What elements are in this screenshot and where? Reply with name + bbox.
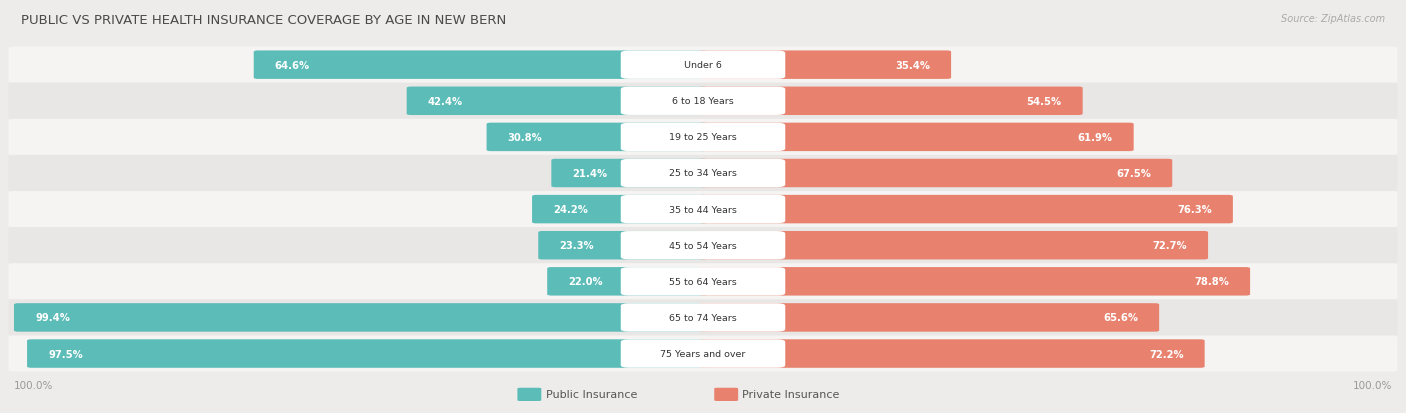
Text: 61.9%: 61.9% [1077,133,1112,142]
Text: 24.2%: 24.2% [553,204,588,215]
FancyBboxPatch shape [406,87,707,116]
Text: 97.5%: 97.5% [48,349,83,358]
FancyBboxPatch shape [621,231,785,260]
Text: 100.0%: 100.0% [1353,380,1392,390]
FancyBboxPatch shape [621,304,785,332]
FancyBboxPatch shape [8,263,1398,300]
FancyBboxPatch shape [699,268,1250,296]
FancyBboxPatch shape [699,195,1233,224]
Text: 65 to 74 Years: 65 to 74 Years [669,313,737,322]
Text: 42.4%: 42.4% [427,97,463,107]
FancyBboxPatch shape [531,195,707,224]
FancyBboxPatch shape [8,336,1398,372]
Text: 64.6%: 64.6% [274,61,309,71]
Text: 45 to 54 Years: 45 to 54 Years [669,241,737,250]
FancyBboxPatch shape [699,87,1083,116]
FancyBboxPatch shape [621,195,785,224]
Text: 25 to 34 Years: 25 to 34 Years [669,169,737,178]
Text: 35 to 44 Years: 35 to 44 Years [669,205,737,214]
FancyBboxPatch shape [699,159,1173,188]
FancyBboxPatch shape [27,339,707,368]
FancyBboxPatch shape [714,388,738,401]
FancyBboxPatch shape [699,339,1205,368]
Text: 35.4%: 35.4% [896,61,929,71]
FancyBboxPatch shape [517,388,541,401]
FancyBboxPatch shape [699,304,1159,332]
FancyBboxPatch shape [8,119,1398,156]
Text: 100.0%: 100.0% [14,380,53,390]
Text: 55 to 64 Years: 55 to 64 Years [669,277,737,286]
Text: 30.8%: 30.8% [508,133,543,142]
Text: Public Insurance: Public Insurance [546,389,637,399]
FancyBboxPatch shape [486,123,707,152]
Text: 75 Years and over: 75 Years and over [661,349,745,358]
FancyBboxPatch shape [621,339,785,368]
FancyBboxPatch shape [8,47,1398,83]
Text: 78.8%: 78.8% [1194,277,1229,287]
Text: 54.5%: 54.5% [1026,97,1062,107]
FancyBboxPatch shape [551,159,707,188]
FancyBboxPatch shape [253,51,707,80]
Text: 19 to 25 Years: 19 to 25 Years [669,133,737,142]
Text: 99.4%: 99.4% [35,313,70,323]
FancyBboxPatch shape [621,159,785,188]
FancyBboxPatch shape [14,304,707,332]
FancyBboxPatch shape [621,268,785,296]
FancyBboxPatch shape [8,300,1398,336]
Text: 76.3%: 76.3% [1177,204,1212,215]
Text: 23.3%: 23.3% [560,241,593,251]
FancyBboxPatch shape [699,123,1133,152]
FancyBboxPatch shape [8,156,1398,192]
FancyBboxPatch shape [8,228,1398,263]
Text: 72.7%: 72.7% [1153,241,1187,251]
Text: PUBLIC VS PRIVATE HEALTH INSURANCE COVERAGE BY AGE IN NEW BERN: PUBLIC VS PRIVATE HEALTH INSURANCE COVER… [21,14,506,27]
FancyBboxPatch shape [8,83,1398,119]
FancyBboxPatch shape [547,268,707,296]
Text: 6 to 18 Years: 6 to 18 Years [672,97,734,106]
FancyBboxPatch shape [621,51,785,80]
FancyBboxPatch shape [699,231,1208,260]
Text: 65.6%: 65.6% [1104,313,1137,323]
Text: 67.5%: 67.5% [1116,169,1152,178]
Text: 22.0%: 22.0% [568,277,603,287]
FancyBboxPatch shape [538,231,707,260]
Text: Private Insurance: Private Insurance [742,389,839,399]
FancyBboxPatch shape [8,192,1398,228]
FancyBboxPatch shape [699,51,950,80]
FancyBboxPatch shape [621,123,785,152]
Text: 72.2%: 72.2% [1149,349,1184,358]
Text: Under 6: Under 6 [685,61,721,70]
Text: 21.4%: 21.4% [572,169,607,178]
Text: Source: ZipAtlas.com: Source: ZipAtlas.com [1281,14,1385,24]
FancyBboxPatch shape [621,88,785,116]
